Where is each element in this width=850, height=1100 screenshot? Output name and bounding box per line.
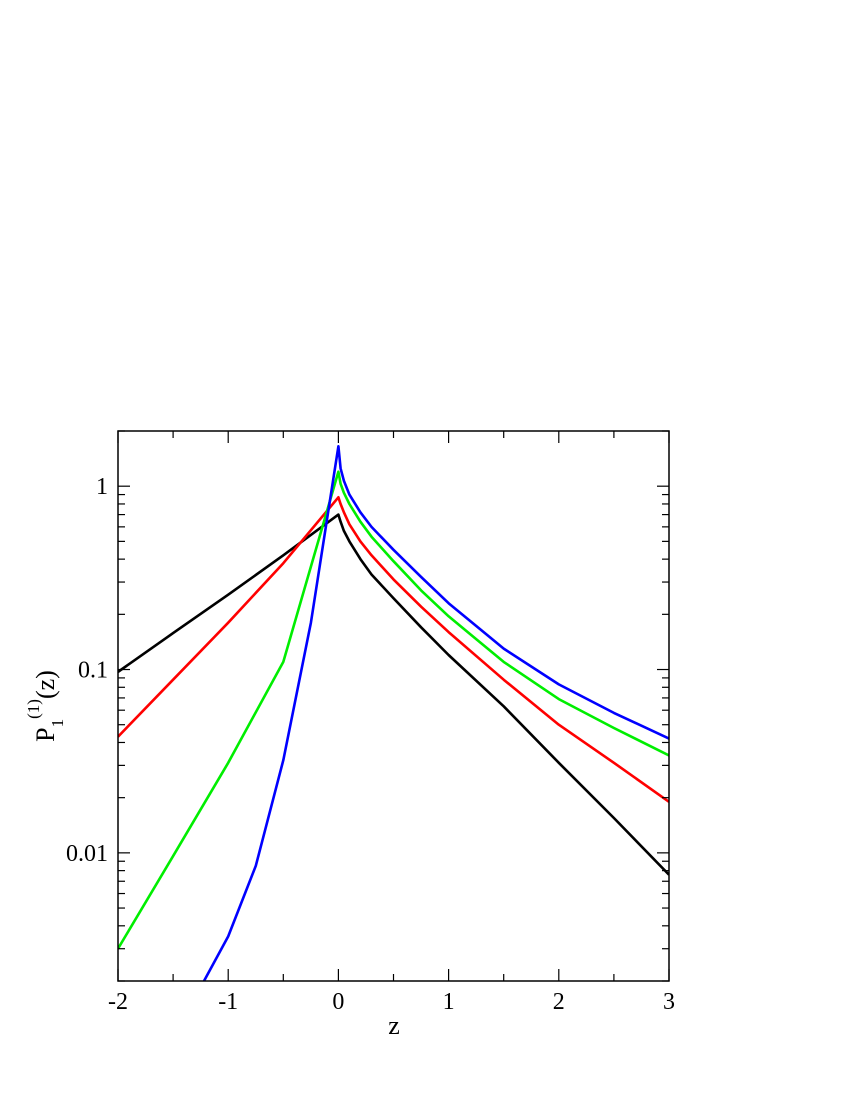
y-tick-label: 1: [96, 474, 108, 500]
series-line-1: [118, 513, 669, 876]
x-tick-label: 0: [332, 989, 344, 1015]
series-layer: [118, 444, 669, 981]
y-axis-label: P1 (1)(z): [24, 670, 67, 742]
x-tick-label: 3: [663, 989, 675, 1015]
x-tick-label: 2: [553, 989, 565, 1015]
y-axis-label-base: P: [31, 727, 60, 741]
x-tick-label: 1: [443, 989, 455, 1015]
y-tick-label: 0.01: [66, 841, 108, 867]
plot-frame: [117, 430, 670, 982]
series-line-2: [118, 495, 669, 803]
y-axis-label-suffix: (z): [31, 670, 60, 699]
x-tick-label: -2: [108, 989, 128, 1015]
tick-layer: [117, 430, 670, 982]
series-line-4: [202, 444, 669, 981]
x-axis-label: z: [388, 1011, 400, 1040]
y-axis-label-subscript: 1: [48, 719, 67, 728]
series-line-3: [118, 470, 669, 950]
y-tick-label: 0.1: [78, 658, 108, 684]
tick-label-layer: -2 -1 0 1 2 3 0.01 0.1 1: [66, 474, 675, 1015]
x-tick-label: -1: [218, 989, 238, 1015]
y-axis-label-superscript: (1): [24, 699, 43, 719]
svg-text:P1(1)(z): P1 (1)(z): [24, 670, 67, 742]
